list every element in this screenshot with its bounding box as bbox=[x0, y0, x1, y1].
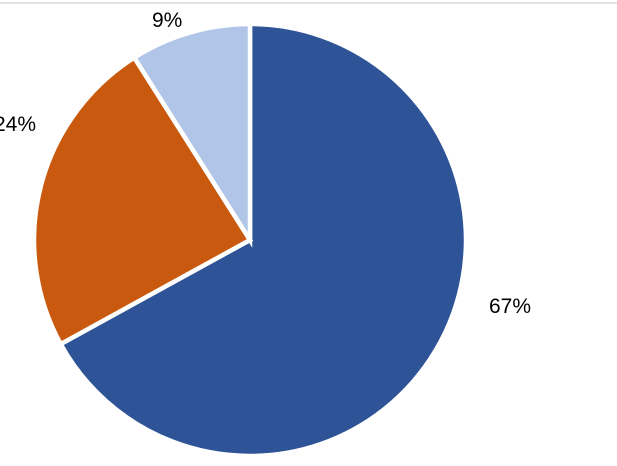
pie-slice-24[interactable] bbox=[31, 54, 254, 348]
top-divider-rule bbox=[0, 2, 617, 4]
data-label-67: 67% bbox=[489, 295, 532, 318]
pie-slice-67[interactable] bbox=[57, 21, 469, 459]
pie-slice-9[interactable] bbox=[131, 21, 253, 248]
data-label-24: 24% bbox=[0, 113, 37, 136]
data-label-9: 9% bbox=[152, 9, 183, 32]
pie-slice-group bbox=[31, 21, 469, 459]
